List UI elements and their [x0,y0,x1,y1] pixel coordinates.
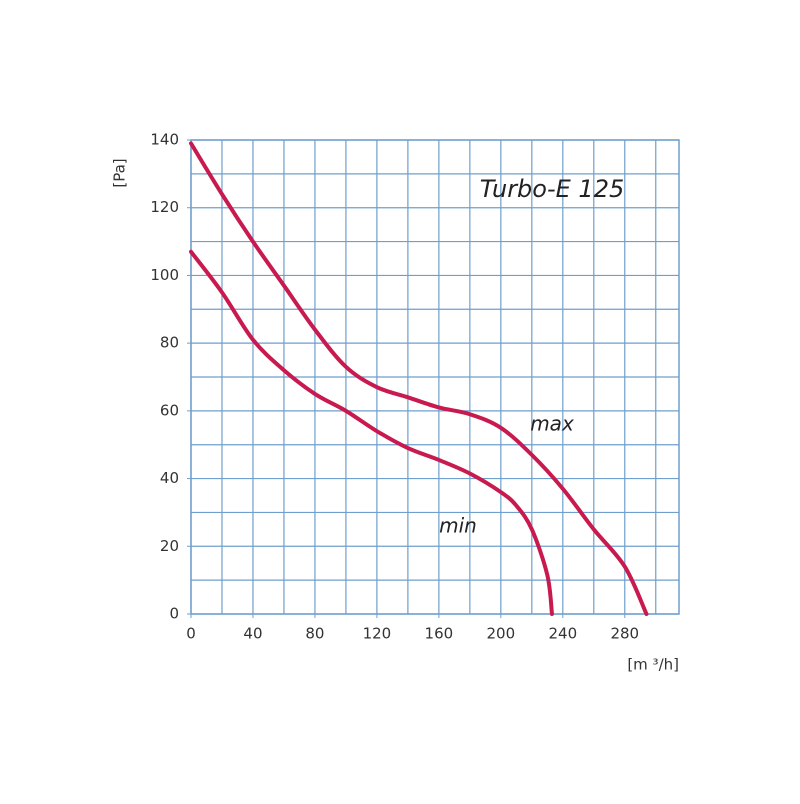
x-tick-label: 120 [363,625,392,643]
series-line [189,249,554,616]
y-tick-label: 120 [150,198,179,216]
x-tick-label: 40 [243,625,262,643]
x-tick-label: 160 [425,625,454,643]
chart-title: Turbo-E 125 [480,175,625,203]
x-tick-label: 0 [186,625,196,643]
plot-frame [190,139,680,615]
annotation: max [530,412,574,436]
x-tick-label: 280 [610,625,639,643]
x-tick-label: 80 [305,625,324,643]
x-tick-label: 200 [487,625,516,643]
y-axis-label: [Pa] [111,158,129,187]
x-tick-label: 240 [548,625,577,643]
x-axis-label: [m ³/h] [627,656,679,674]
y-tick-label: 40 [160,469,179,487]
y-tick-label: 60 [160,401,179,419]
grid [190,139,679,615]
y-tick-label: 20 [160,537,179,555]
y-tick-label: 140 [150,131,179,149]
y-tick-label: 100 [150,266,179,284]
annotation: min [439,514,477,538]
y-tick-label: 0 [169,605,179,623]
series-line [189,141,649,616]
y-tick-label: 80 [160,334,179,352]
